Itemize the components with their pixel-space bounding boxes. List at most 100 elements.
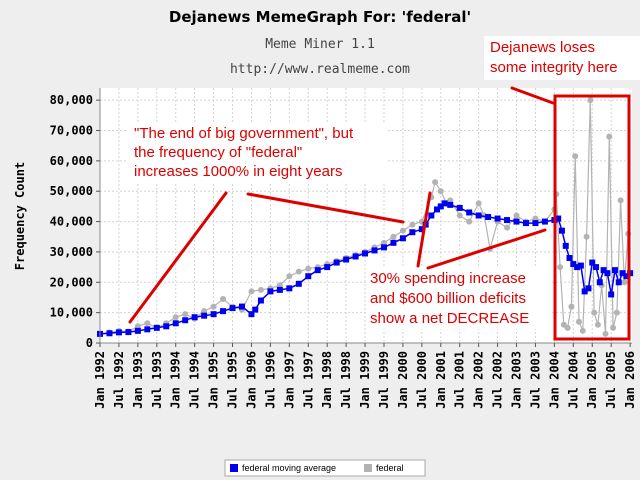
data-point-moving-average xyxy=(485,214,492,221)
y-tick-label: 30,000 xyxy=(50,245,93,259)
data-point-moving-average xyxy=(106,330,113,337)
data-point-federal xyxy=(257,286,264,293)
x-tick-label: Jul 2003 xyxy=(528,351,542,409)
data-point-moving-average xyxy=(555,215,562,222)
arrow xyxy=(246,192,405,224)
data-point-federal xyxy=(447,197,454,204)
data-point-moving-average xyxy=(295,280,302,287)
data-point-moving-average xyxy=(562,242,569,249)
data-point-federal xyxy=(610,324,617,331)
data-point-federal xyxy=(504,224,511,231)
x-tick-label: Jul 1998 xyxy=(339,351,353,409)
x-tick-label: Jul 2001 xyxy=(453,351,467,409)
x-tick-label: Jul 1994 xyxy=(188,351,202,409)
y-tick-label: 0 xyxy=(86,336,93,350)
chart-subtitle: Meme Miner 1.1 xyxy=(265,37,375,52)
data-point-moving-average xyxy=(399,235,406,242)
legend-label-moving-average: federal moving average xyxy=(242,463,336,473)
x-tick-label: Jan 2000 xyxy=(396,351,410,409)
annotation-line: show a net DECREASE xyxy=(370,310,529,327)
data-point-federal xyxy=(390,233,397,240)
data-point-moving-average xyxy=(201,312,208,319)
data-point-moving-average xyxy=(267,288,274,295)
annotation-line: "The end of big government", but xyxy=(134,125,354,142)
data-point-moving-average xyxy=(238,303,245,310)
data-point-federal xyxy=(579,327,586,334)
legend-label-federal: federal xyxy=(376,463,404,473)
data-point-moving-average xyxy=(343,256,350,263)
data-point-federal xyxy=(587,97,594,104)
x-tick-label: Jul 1996 xyxy=(263,351,277,409)
arrow xyxy=(426,228,547,270)
x-tick-label: Jul 1993 xyxy=(150,351,164,409)
data-point-federal xyxy=(210,303,217,310)
data-point-moving-average xyxy=(163,323,170,330)
x-tick-label: Jul 1997 xyxy=(301,351,315,409)
x-tick-label: Jan 1998 xyxy=(320,351,334,409)
data-point-moving-average xyxy=(115,329,122,336)
x-tick-label: Jan 1996 xyxy=(244,351,258,409)
data-point-moving-average xyxy=(600,267,607,274)
data-point-federal xyxy=(572,153,579,160)
legend-box xyxy=(224,459,426,477)
data-point-moving-average xyxy=(593,264,600,271)
annotation-line: increases 1000% in eight years xyxy=(134,163,342,180)
arrow xyxy=(416,191,432,268)
data-point-moving-average xyxy=(210,311,217,318)
data-point-moving-average xyxy=(125,329,132,336)
data-point-moving-average xyxy=(144,326,151,333)
x-tick-label: Jan 2001 xyxy=(434,351,448,409)
data-point-federal xyxy=(305,265,312,272)
x-tick-label: Jan 2002 xyxy=(472,351,486,409)
data-point-moving-average xyxy=(585,285,592,292)
data-point-moving-average xyxy=(522,220,529,227)
data-point-federal xyxy=(617,197,624,204)
data-point-moving-average xyxy=(475,212,482,219)
data-point-federal xyxy=(248,288,255,295)
y-tick-label: 60,000 xyxy=(50,154,93,168)
x-tick-label: Jan 1994 xyxy=(169,351,183,409)
data-point-federal xyxy=(134,323,141,330)
data-point-moving-average xyxy=(615,279,622,286)
data-point-moving-average xyxy=(324,264,331,271)
data-point-federal xyxy=(409,221,416,228)
data-point-moving-average xyxy=(428,212,435,219)
highlight-box xyxy=(553,94,631,341)
data-point-moving-average xyxy=(305,273,312,280)
legend-swatch-moving-average xyxy=(230,464,238,472)
data-point-moving-average xyxy=(541,218,548,225)
data-point-federal xyxy=(172,314,179,321)
annotation-background xyxy=(366,267,552,329)
data-point-federal xyxy=(564,324,571,331)
x-tick-label: Jan 1992 xyxy=(93,351,107,409)
data-point-moving-average xyxy=(191,314,198,321)
data-point-federal xyxy=(144,320,151,327)
data-point-federal xyxy=(575,318,582,325)
data-point-moving-average xyxy=(611,267,618,274)
data-point-moving-average xyxy=(380,244,387,251)
data-point-moving-average xyxy=(352,253,359,260)
data-point-moving-average xyxy=(153,324,160,331)
x-tick-label: Jan 1999 xyxy=(358,351,372,409)
annotation-background xyxy=(128,122,386,182)
data-point-federal xyxy=(201,308,208,315)
x-tick-label: Jul 1995 xyxy=(226,351,240,409)
annotation-dejanews: Dejanews loses some integrity here xyxy=(484,36,640,80)
data-point-moving-average xyxy=(570,261,577,268)
data-point-moving-average xyxy=(134,327,141,334)
data-point-moving-average xyxy=(220,308,227,315)
x-tick-label: Jan 1995 xyxy=(207,351,221,409)
data-point-moving-average xyxy=(604,270,611,277)
data-point-federal xyxy=(583,233,590,240)
y-tick-label: 40,000 xyxy=(50,215,93,229)
data-point-federal xyxy=(621,279,628,286)
legend-swatch-federal xyxy=(364,464,372,472)
y-tick-label: 20,000 xyxy=(50,275,93,289)
data-point-moving-average xyxy=(577,262,584,269)
annotation-big-government: "The end of big government", but the fre… xyxy=(128,122,386,182)
arrow xyxy=(510,86,555,105)
data-point-moving-average xyxy=(619,270,626,277)
data-point-moving-average xyxy=(314,267,321,274)
annotation-line: some integrity here xyxy=(490,59,618,76)
arrow xyxy=(128,191,228,324)
